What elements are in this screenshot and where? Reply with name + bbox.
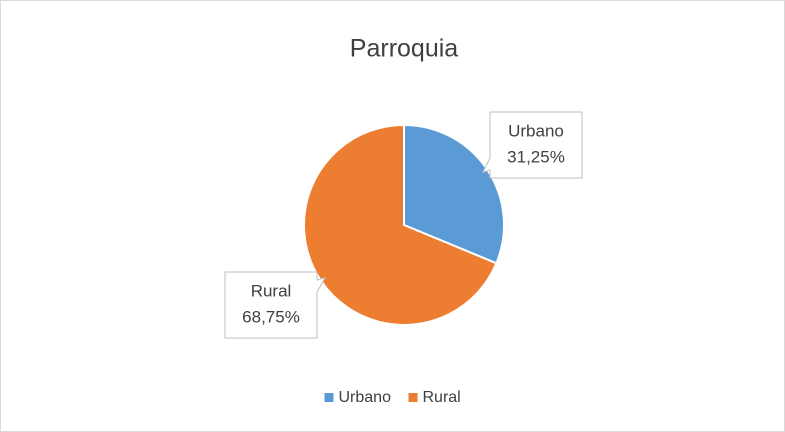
data-label-value: 31,25% (507, 147, 565, 166)
chart-title: Parroquia (350, 35, 458, 63)
callout-box (482, 111, 583, 179)
data-label-name: Urbano (508, 121, 564, 140)
data-label-value: 68,75% (242, 307, 300, 326)
callout-box (224, 271, 327, 339)
legend-swatch (408, 393, 418, 402)
legend-label: Urbano (339, 389, 392, 406)
legend-swatch (324, 393, 334, 402)
data-label-name: Rural (251, 281, 292, 300)
legend-label: Rural (423, 389, 461, 406)
